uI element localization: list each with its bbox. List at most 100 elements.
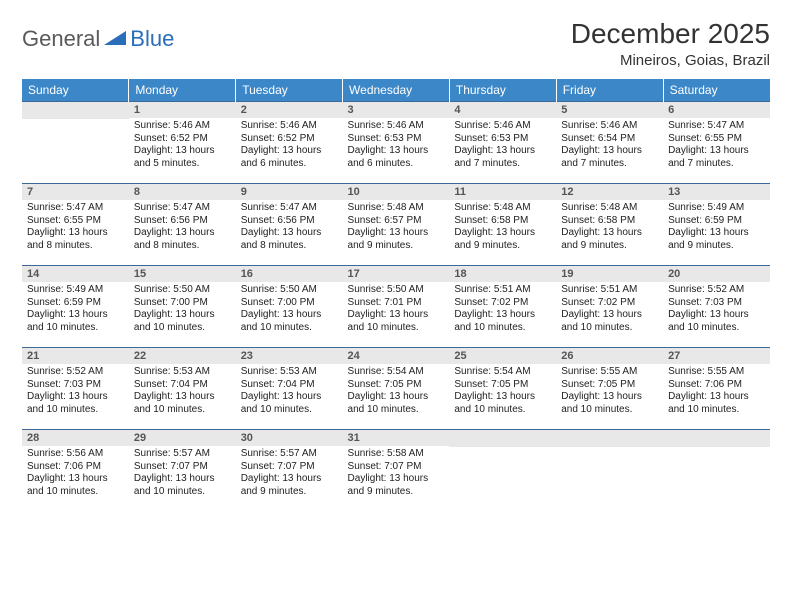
calendar-cell: 21Sunrise: 5:52 AMSunset: 7:03 PMDayligh… <box>22 348 129 430</box>
day-content: Sunrise: 5:47 AMSunset: 6:55 PMDaylight:… <box>22 200 129 256</box>
calendar-cell: 1Sunrise: 5:46 AMSunset: 6:52 PMDaylight… <box>129 102 236 184</box>
day-content: Sunrise: 5:57 AMSunset: 7:07 PMDaylight:… <box>236 446 343 502</box>
day-number: 16 <box>236 266 343 282</box>
weekday-row: SundayMondayTuesdayWednesdayThursdayFrid… <box>22 79 770 102</box>
calendar-row: 28Sunrise: 5:56 AMSunset: 7:06 PMDayligh… <box>22 430 770 512</box>
day-number: 17 <box>343 266 450 282</box>
month-title: December 2025 <box>571 18 770 50</box>
day-content: Sunrise: 5:49 AMSunset: 6:59 PMDaylight:… <box>22 282 129 338</box>
calendar-cell-empty <box>663 430 770 512</box>
day-content: Sunrise: 5:49 AMSunset: 6:59 PMDaylight:… <box>663 200 770 256</box>
calendar-cell: 25Sunrise: 5:54 AMSunset: 7:05 PMDayligh… <box>449 348 556 430</box>
day-number: 15 <box>129 266 236 282</box>
day-content: Sunrise: 5:58 AMSunset: 7:07 PMDaylight:… <box>343 446 450 502</box>
calendar-cell: 13Sunrise: 5:49 AMSunset: 6:59 PMDayligh… <box>663 184 770 266</box>
location: Mineiros, Goias, Brazil <box>571 52 770 69</box>
day-number: 18 <box>449 266 556 282</box>
day-content: Sunrise: 5:46 AMSunset: 6:53 PMDaylight:… <box>449 118 556 174</box>
logo-word1: General <box>22 26 100 52</box>
day-content: Sunrise: 5:50 AMSunset: 7:00 PMDaylight:… <box>129 282 236 338</box>
calendar-row: 14Sunrise: 5:49 AMSunset: 6:59 PMDayligh… <box>22 266 770 348</box>
calendar-cell: 4Sunrise: 5:46 AMSunset: 6:53 PMDaylight… <box>449 102 556 184</box>
day-number: 28 <box>22 430 129 446</box>
day-content: Sunrise: 5:47 AMSunset: 6:56 PMDaylight:… <box>129 200 236 256</box>
day-content: Sunrise: 5:55 AMSunset: 7:05 PMDaylight:… <box>556 364 663 420</box>
title-block: December 2025 Mineiros, Goias, Brazil <box>571 18 770 69</box>
calendar-cell: 10Sunrise: 5:48 AMSunset: 6:57 PMDayligh… <box>343 184 450 266</box>
empty-daynum <box>449 430 556 447</box>
calendar-page: General Blue December 2025 Mineiros, Goi… <box>0 0 792 522</box>
calendar-cell: 2Sunrise: 5:46 AMSunset: 6:52 PMDaylight… <box>236 102 343 184</box>
day-number: 13 <box>663 184 770 200</box>
day-content: Sunrise: 5:54 AMSunset: 7:05 PMDaylight:… <box>343 364 450 420</box>
day-content: Sunrise: 5:53 AMSunset: 7:04 PMDaylight:… <box>236 364 343 420</box>
weekday-header: Thursday <box>449 79 556 102</box>
day-content: Sunrise: 5:50 AMSunset: 7:01 PMDaylight:… <box>343 282 450 338</box>
day-content: Sunrise: 5:48 AMSunset: 6:58 PMDaylight:… <box>556 200 663 256</box>
day-number: 1 <box>129 102 236 118</box>
day-number: 20 <box>663 266 770 282</box>
day-content: Sunrise: 5:46 AMSunset: 6:54 PMDaylight:… <box>556 118 663 174</box>
calendar-row: 21Sunrise: 5:52 AMSunset: 7:03 PMDayligh… <box>22 348 770 430</box>
weekday-header: Friday <box>556 79 663 102</box>
calendar-cell: 27Sunrise: 5:55 AMSunset: 7:06 PMDayligh… <box>663 348 770 430</box>
day-number: 27 <box>663 348 770 364</box>
day-number: 26 <box>556 348 663 364</box>
calendar-cell-empty <box>449 430 556 512</box>
calendar-row: 1Sunrise: 5:46 AMSunset: 6:52 PMDaylight… <box>22 102 770 184</box>
calendar-cell: 11Sunrise: 5:48 AMSunset: 6:58 PMDayligh… <box>449 184 556 266</box>
day-number: 24 <box>343 348 450 364</box>
weekday-header: Wednesday <box>343 79 450 102</box>
day-number: 14 <box>22 266 129 282</box>
weekday-header: Saturday <box>663 79 770 102</box>
day-number: 22 <box>129 348 236 364</box>
day-content: Sunrise: 5:48 AMSunset: 6:58 PMDaylight:… <box>449 200 556 256</box>
calendar-cell: 26Sunrise: 5:55 AMSunset: 7:05 PMDayligh… <box>556 348 663 430</box>
calendar-table: SundayMondayTuesdayWednesdayThursdayFrid… <box>22 79 770 512</box>
calendar-cell: 18Sunrise: 5:51 AMSunset: 7:02 PMDayligh… <box>449 266 556 348</box>
empty-daynum <box>663 430 770 447</box>
day-content: Sunrise: 5:56 AMSunset: 7:06 PMDaylight:… <box>22 446 129 502</box>
day-number: 2 <box>236 102 343 118</box>
calendar-cell: 16Sunrise: 5:50 AMSunset: 7:00 PMDayligh… <box>236 266 343 348</box>
calendar-cell: 14Sunrise: 5:49 AMSunset: 6:59 PMDayligh… <box>22 266 129 348</box>
day-number: 25 <box>449 348 556 364</box>
calendar-cell: 20Sunrise: 5:52 AMSunset: 7:03 PMDayligh… <box>663 266 770 348</box>
logo-triangle-icon <box>104 29 126 50</box>
day-number: 30 <box>236 430 343 446</box>
day-content: Sunrise: 5:46 AMSunset: 6:52 PMDaylight:… <box>129 118 236 174</box>
day-content: Sunrise: 5:46 AMSunset: 6:53 PMDaylight:… <box>343 118 450 174</box>
calendar-cell: 22Sunrise: 5:53 AMSunset: 7:04 PMDayligh… <box>129 348 236 430</box>
day-content: Sunrise: 5:51 AMSunset: 7:02 PMDaylight:… <box>449 282 556 338</box>
day-content: Sunrise: 5:51 AMSunset: 7:02 PMDaylight:… <box>556 282 663 338</box>
day-number: 7 <box>22 184 129 200</box>
empty-daynum <box>22 102 129 119</box>
day-number: 3 <box>343 102 450 118</box>
calendar-cell: 9Sunrise: 5:47 AMSunset: 6:56 PMDaylight… <box>236 184 343 266</box>
calendar-cell: 28Sunrise: 5:56 AMSunset: 7:06 PMDayligh… <box>22 430 129 512</box>
day-content: Sunrise: 5:55 AMSunset: 7:06 PMDaylight:… <box>663 364 770 420</box>
calendar-cell: 15Sunrise: 5:50 AMSunset: 7:00 PMDayligh… <box>129 266 236 348</box>
calendar-row: 7Sunrise: 5:47 AMSunset: 6:55 PMDaylight… <box>22 184 770 266</box>
calendar-cell: 24Sunrise: 5:54 AMSunset: 7:05 PMDayligh… <box>343 348 450 430</box>
calendar-cell: 29Sunrise: 5:57 AMSunset: 7:07 PMDayligh… <box>129 430 236 512</box>
empty-daynum <box>556 430 663 447</box>
day-number: 10 <box>343 184 450 200</box>
day-content: Sunrise: 5:50 AMSunset: 7:00 PMDaylight:… <box>236 282 343 338</box>
calendar-cell: 5Sunrise: 5:46 AMSunset: 6:54 PMDaylight… <box>556 102 663 184</box>
day-content: Sunrise: 5:54 AMSunset: 7:05 PMDaylight:… <box>449 364 556 420</box>
day-number: 29 <box>129 430 236 446</box>
calendar-cell: 3Sunrise: 5:46 AMSunset: 6:53 PMDaylight… <box>343 102 450 184</box>
day-number: 21 <box>22 348 129 364</box>
day-number: 9 <box>236 184 343 200</box>
logo-word2: Blue <box>130 26 174 52</box>
calendar-cell: 23Sunrise: 5:53 AMSunset: 7:04 PMDayligh… <box>236 348 343 430</box>
day-number: 8 <box>129 184 236 200</box>
calendar-cell-empty <box>556 430 663 512</box>
calendar-cell: 8Sunrise: 5:47 AMSunset: 6:56 PMDaylight… <box>129 184 236 266</box>
calendar-cell: 19Sunrise: 5:51 AMSunset: 7:02 PMDayligh… <box>556 266 663 348</box>
calendar-cell: 17Sunrise: 5:50 AMSunset: 7:01 PMDayligh… <box>343 266 450 348</box>
day-content: Sunrise: 5:52 AMSunset: 7:03 PMDaylight:… <box>22 364 129 420</box>
day-number: 19 <box>556 266 663 282</box>
day-number: 5 <box>556 102 663 118</box>
